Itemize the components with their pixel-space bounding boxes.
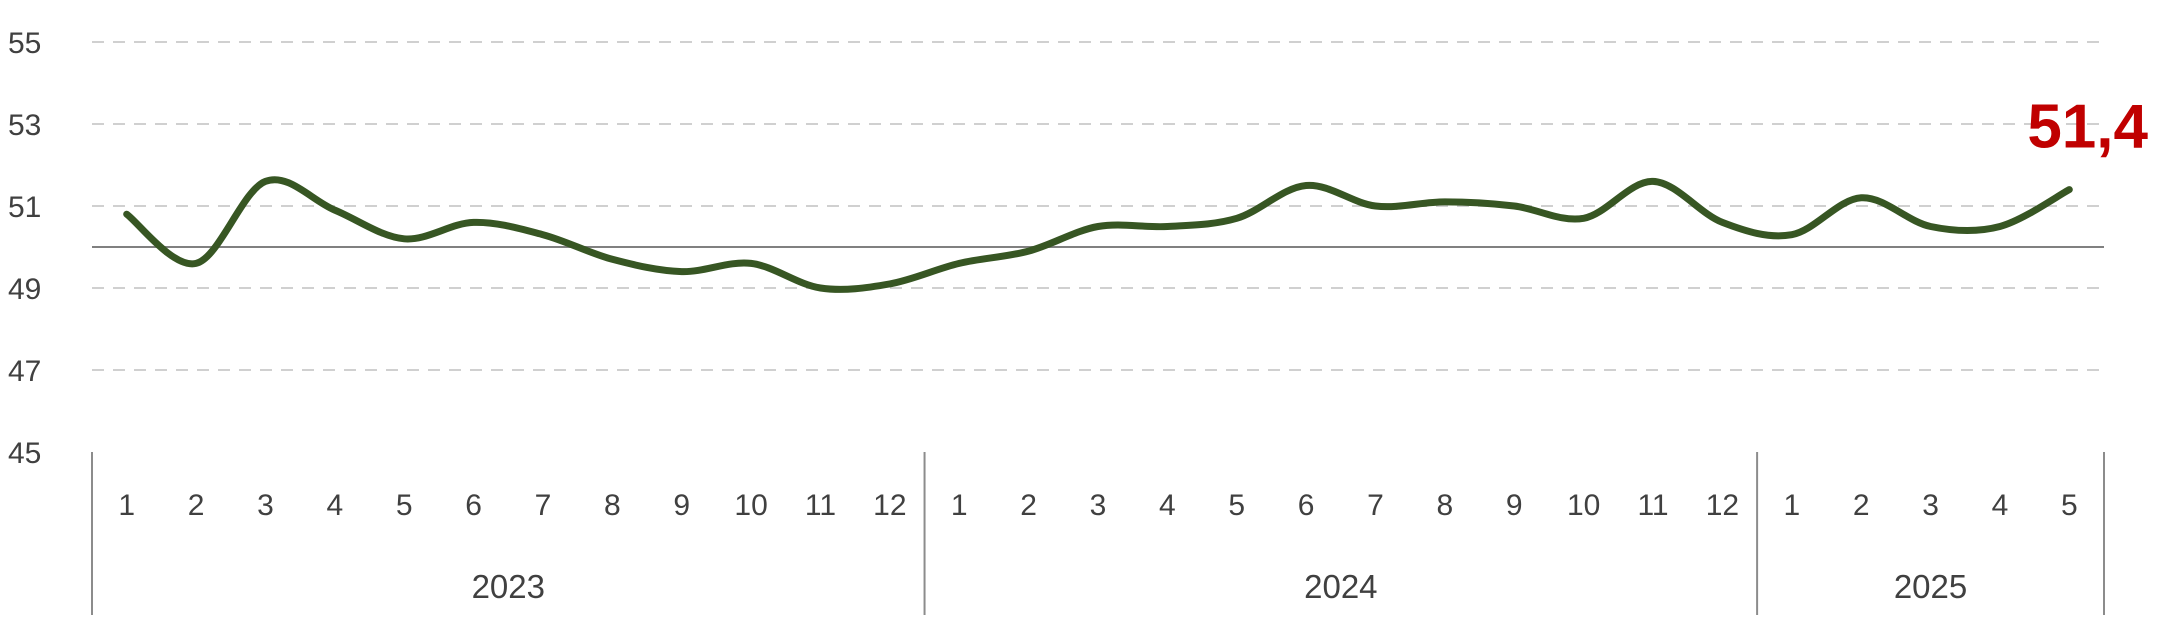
year-label: 2025 [1894, 568, 1967, 605]
x-tick-label: 9 [1506, 489, 1523, 522]
x-tick-label: 4 [1159, 489, 1176, 522]
x-tick-label: 8 [1437, 489, 1454, 522]
x-tick-label: 1 [951, 489, 968, 522]
x-tick-label: 7 [535, 489, 552, 522]
y-tick-label: 45 [8, 437, 41, 470]
x-tick-label: 6 [1298, 489, 1315, 522]
x-tick-label: 3 [1090, 489, 1107, 522]
x-tick-label: 2 [1853, 489, 1870, 522]
x-tick-label: 4 [326, 489, 343, 522]
x-tick-label: 5 [396, 489, 413, 522]
y-tick-label: 49 [8, 273, 41, 306]
x-tick-label: 3 [1922, 489, 1939, 522]
x-tick-label: 9 [673, 489, 690, 522]
y-axis-ticks: 55 53 51 49 47 45 [8, 27, 41, 470]
gridlines [92, 41, 2104, 371]
year-label: 2024 [1304, 568, 1377, 605]
x-tick-label: 12 [1706, 489, 1739, 522]
y-tick-label: 53 [8, 109, 41, 142]
x-tick-label: 10 [1567, 489, 1600, 522]
x-tick-label: 5 [2061, 489, 2078, 522]
x-tick-label: 10 [734, 489, 767, 522]
x-tick-label: 11 [805, 489, 836, 522]
x-tick-label: 1 [1783, 489, 1800, 522]
x-tick-label: 11 [1637, 489, 1668, 522]
last-value-label: 51,4 [2027, 93, 2148, 162]
x-tick-label: 5 [1228, 489, 1245, 522]
x-tick-label: 2 [188, 489, 205, 522]
y-tick-label: 51 [8, 191, 41, 224]
y-tick-label: 55 [8, 27, 41, 60]
x-tick-label: 4 [1992, 489, 2009, 522]
x-tick-label: 1 [118, 489, 135, 522]
x-tick-label: 2 [1020, 489, 1037, 522]
x-tick-label: 8 [604, 489, 621, 522]
x-tick-label: 6 [465, 489, 482, 522]
year-label: 2023 [472, 568, 545, 605]
y-tick-label: 47 [8, 355, 41, 388]
x-tick-label: 7 [1367, 489, 1384, 522]
series-line [123, 176, 2073, 293]
x-tick-label: 3 [257, 489, 274, 522]
x-tick-label: 12 [873, 489, 906, 522]
